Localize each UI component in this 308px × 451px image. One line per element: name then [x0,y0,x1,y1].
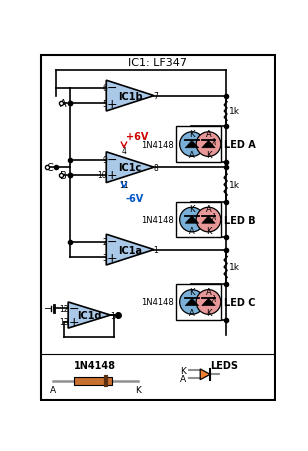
FancyBboxPatch shape [74,377,112,385]
Text: 11: 11 [119,180,129,189]
Text: 6: 6 [102,84,107,93]
Text: +: + [107,169,118,182]
Polygon shape [68,302,111,328]
Text: LEDS: LEDS [210,360,238,370]
Text: +: + [107,97,118,110]
Polygon shape [202,141,215,148]
Text: 10: 10 [97,171,107,180]
Polygon shape [202,216,215,224]
Text: 8: 8 [153,163,158,172]
Text: LED C: LED C [224,297,256,307]
Circle shape [196,290,221,315]
Text: IC1c: IC1c [119,163,142,173]
Text: IC1d: IC1d [77,310,102,320]
Polygon shape [106,81,154,112]
Text: A: A [180,374,186,383]
Text: 4: 4 [122,147,126,156]
Polygon shape [185,299,199,306]
Text: IC1b: IC1b [118,92,142,101]
Text: IC1: LF347: IC1: LF347 [128,58,187,69]
Text: λ: λ [211,137,216,146]
Text: −: − [107,236,118,249]
Text: 7: 7 [153,92,158,101]
FancyBboxPatch shape [176,285,221,320]
Polygon shape [106,235,154,265]
FancyBboxPatch shape [41,55,275,400]
Text: K: K [135,386,141,395]
Text: K: K [189,205,195,214]
Polygon shape [185,216,199,224]
FancyBboxPatch shape [176,127,221,162]
Text: −: − [69,302,79,315]
Text: 1N4148: 1N4148 [141,298,174,307]
Text: K: K [189,129,195,138]
Polygon shape [200,369,210,380]
Text: 1: 1 [153,245,158,254]
Text: 5: 5 [102,100,107,109]
Text: A: A [206,129,211,138]
Text: +6V: +6V [126,132,148,142]
Circle shape [180,133,204,157]
Text: 1N4148: 1N4148 [74,360,116,370]
Circle shape [196,208,221,232]
Circle shape [196,133,221,157]
Text: 1k: 1k [229,180,240,189]
Text: K: K [206,151,211,160]
Text: LED B: LED B [224,215,256,225]
Text: K: K [206,308,211,318]
Text: λ: λ [211,212,216,221]
Polygon shape [185,141,199,148]
Text: 12: 12 [59,304,69,313]
Text: -6V: -6V [126,194,144,204]
Text: C: C [47,163,53,173]
Text: A: A [189,226,195,235]
Text: 9: 9 [102,156,107,165]
Text: B: B [60,170,67,180]
Text: K: K [189,287,195,296]
Text: 14: 14 [110,311,120,320]
Text: K: K [180,366,186,375]
Text: IC1a: IC1a [118,245,142,255]
Text: 1k: 1k [229,263,240,272]
Polygon shape [106,152,154,183]
Polygon shape [202,299,215,306]
Text: +: + [107,251,118,264]
Text: 3: 3 [102,253,107,262]
Text: −: − [44,304,52,314]
Text: 1N4148: 1N4148 [141,140,174,149]
Text: −: − [107,82,118,95]
FancyBboxPatch shape [176,202,221,238]
Text: 1N4148: 1N4148 [141,216,174,225]
Text: A: A [60,99,67,109]
Circle shape [180,208,204,232]
Text: A: A [206,205,211,214]
Text: 2: 2 [102,238,107,247]
Text: A: A [50,386,56,395]
Text: A: A [189,151,195,160]
Text: 1k: 1k [229,107,240,116]
Text: λ: λ [211,295,216,304]
Text: A: A [206,287,211,296]
Text: K: K [206,226,211,235]
Circle shape [180,290,204,315]
Text: A: A [189,308,195,318]
Text: 13: 13 [59,318,69,327]
Text: LED A: LED A [224,140,256,150]
Text: −: − [107,154,118,166]
Text: +: + [69,315,79,328]
